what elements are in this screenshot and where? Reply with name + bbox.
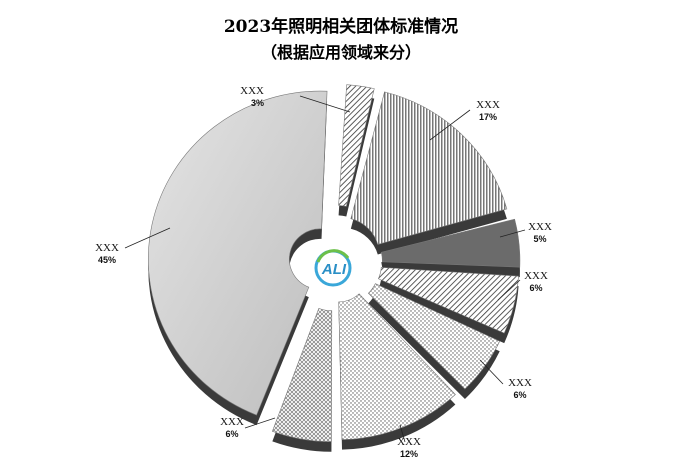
slice-percent-label: 6% (513, 390, 526, 400)
leader-line (399, 424, 406, 443)
chart-subtitle: （根据应用领域来分） (260, 43, 421, 62)
slice-percent-label: 5% (533, 234, 546, 244)
leader-line (497, 279, 521, 301)
leader-lines (124, 95, 526, 443)
leader-line (244, 417, 276, 429)
slice-label: XXX (476, 99, 500, 111)
slice-label: XXX (528, 221, 552, 233)
pie-slices (148, 84, 521, 452)
pie-slice (271, 308, 333, 443)
pie-slice (338, 293, 456, 440)
slice-label: XXX (508, 377, 532, 389)
slice-label: XXX (524, 270, 548, 282)
pie-slice (148, 90, 328, 416)
pie-slice (380, 218, 521, 268)
slice-label: XXX (220, 416, 244, 428)
leader-line (479, 359, 504, 385)
leader-line (299, 95, 351, 113)
slice-label: XXX (95, 242, 119, 254)
leader-line (124, 227, 171, 249)
slice-percent-label: 6% (529, 283, 542, 293)
chart-title: 2023年照明相关团体标准情况 (223, 17, 459, 37)
slice-label: XXX (397, 436, 421, 448)
pie-slice (338, 84, 375, 207)
leader-line (429, 109, 471, 141)
logo-text: ALI (321, 261, 347, 278)
slice-percent-label: 12% (400, 449, 418, 459)
slice-percent-label: 3% (251, 98, 264, 108)
slice-percent-label: 17% (479, 112, 497, 122)
slice-label: XXX (240, 85, 264, 97)
slice-percent-label: 45% (98, 255, 116, 265)
leader-line (499, 229, 526, 238)
ali-logo: ALI (314, 249, 352, 287)
pie-slice (377, 267, 519, 334)
pie-slice (350, 91, 508, 245)
slice-percent-label: 6% (225, 429, 238, 439)
pie-slice (367, 283, 501, 390)
